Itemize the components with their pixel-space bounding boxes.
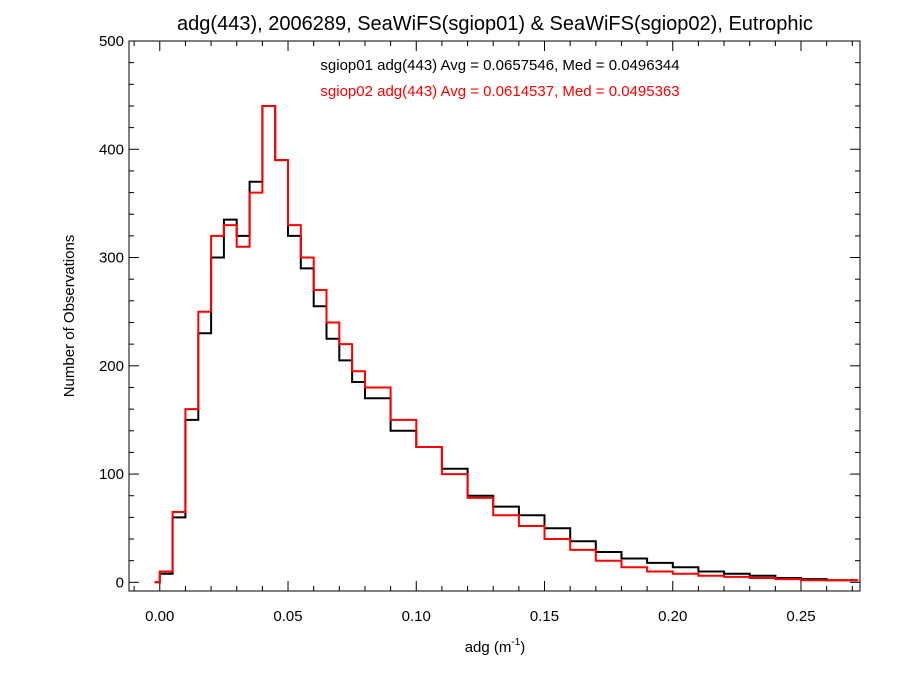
plot-frame xyxy=(128,40,861,592)
x-axis-label-superscript: -1 xyxy=(511,637,520,648)
chart-title: adg(443), 2006289, SeaWiFS(sgiop01) & Se… xyxy=(177,13,813,35)
y-tick-label: 300 xyxy=(99,250,124,267)
y-tick-label: 400 xyxy=(99,141,124,158)
series-label-sgiop02: sgiop02 adg(443) Avg = 0.0614537, Med = … xyxy=(320,83,679,100)
series-line-sgiop02 xyxy=(154,105,859,584)
series-layer xyxy=(154,105,859,584)
y-axis-ticks: 0 100 200 300 400 500 xyxy=(99,33,860,591)
x-tick-label: 0.00 xyxy=(145,608,174,625)
y-tick-label: 0 xyxy=(116,574,124,591)
y-tick-label: 500 xyxy=(99,33,124,50)
y-tick-label: 100 xyxy=(99,466,124,483)
y-tick-label: 200 xyxy=(99,358,124,375)
y-axis-label: Number of Observations xyxy=(61,235,78,398)
x-tick-label: 0.20 xyxy=(658,608,687,625)
x-tick-label: 0.10 xyxy=(402,608,431,625)
x-axis-label-main: adg (m xyxy=(465,639,512,656)
x-axis-ticks: 0.00 0.05 0.10 0.15 0.20 0.25 xyxy=(133,41,853,625)
x-axis-label-close: ) xyxy=(520,639,525,656)
series-label-sgiop01: sgiop01 adg(443) Avg = 0.0657546, Med = … xyxy=(320,57,679,74)
x-tick-label: 0.05 xyxy=(273,608,302,625)
x-axis-label: adg (m-1) xyxy=(465,637,526,656)
x-tick-label: 0.25 xyxy=(786,608,815,625)
x-tick-label: 0.15 xyxy=(530,608,559,625)
